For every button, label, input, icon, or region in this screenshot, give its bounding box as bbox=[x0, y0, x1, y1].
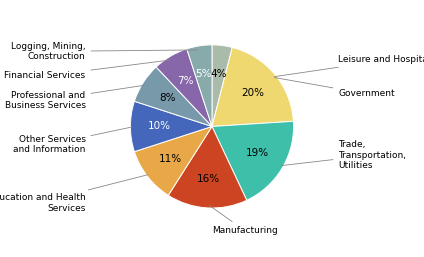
Text: Manufacturing: Manufacturing bbox=[209, 205, 278, 235]
Text: 8%: 8% bbox=[159, 93, 176, 103]
Wedge shape bbox=[134, 67, 212, 126]
Text: 4%: 4% bbox=[210, 69, 227, 79]
Text: Education and Health
Services: Education and Health Services bbox=[0, 175, 148, 213]
Text: 16%: 16% bbox=[197, 175, 220, 184]
Wedge shape bbox=[187, 45, 212, 126]
Wedge shape bbox=[134, 126, 212, 195]
Text: 7%: 7% bbox=[177, 76, 193, 86]
Wedge shape bbox=[131, 101, 212, 152]
Text: 11%: 11% bbox=[159, 154, 181, 164]
Wedge shape bbox=[168, 126, 247, 208]
Wedge shape bbox=[212, 48, 293, 126]
Text: Government: Government bbox=[274, 78, 395, 98]
Text: Other Services
and Information: Other Services and Information bbox=[13, 127, 132, 154]
Text: Professional and
Business Services: Professional and Business Services bbox=[5, 85, 144, 110]
Text: 19%: 19% bbox=[246, 149, 269, 159]
Wedge shape bbox=[156, 49, 212, 126]
Text: Financial Services: Financial Services bbox=[4, 60, 170, 80]
Text: Logging, Mining,
Construction: Logging, Mining, Construction bbox=[11, 42, 197, 61]
Text: 20%: 20% bbox=[241, 88, 264, 98]
Wedge shape bbox=[212, 121, 293, 200]
Wedge shape bbox=[212, 45, 232, 126]
Text: 10%: 10% bbox=[148, 122, 170, 132]
Text: 5%: 5% bbox=[195, 69, 212, 79]
Text: Leisure and Hospitality: Leisure and Hospitality bbox=[274, 55, 424, 77]
Text: Trade,
Transportation,
Utilities: Trade, Transportation, Utilities bbox=[282, 140, 407, 170]
